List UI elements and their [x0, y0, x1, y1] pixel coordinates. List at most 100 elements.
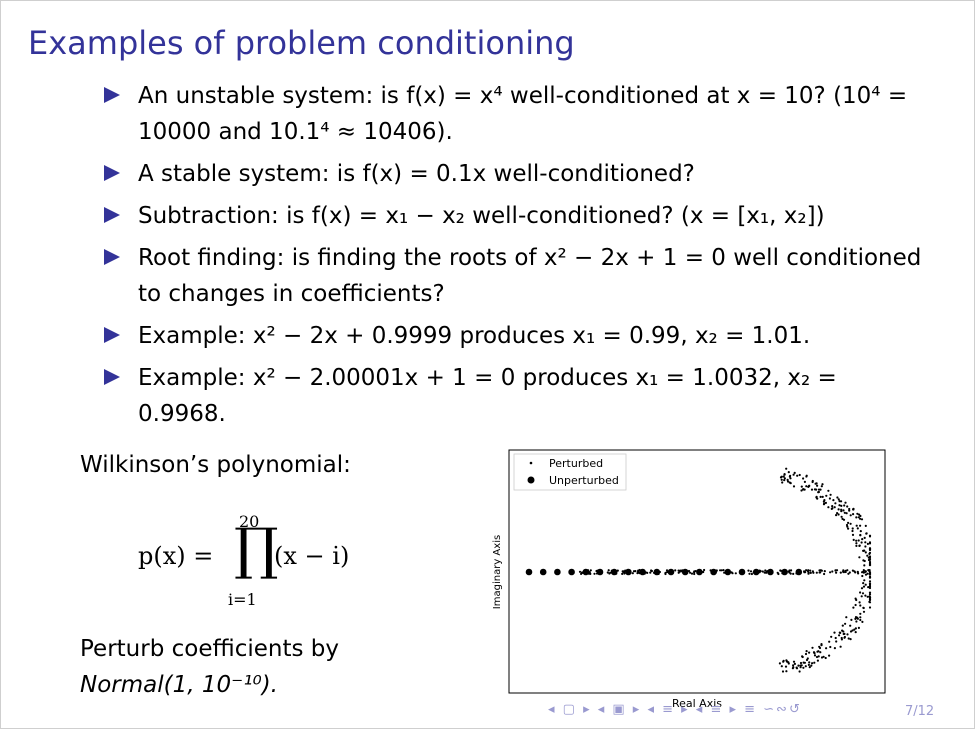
perturbed-point	[859, 616, 862, 619]
bullet-triangle-icon	[104, 207, 120, 223]
perturbed-point	[819, 569, 822, 572]
perturbed-point	[844, 501, 847, 504]
perturbed-point	[839, 571, 842, 574]
bullet-item: An unstable system: is f(x) = x⁴ well-co…	[104, 78, 924, 150]
perturbed-point	[803, 661, 806, 664]
perturbed-point	[862, 606, 865, 609]
perturbed-point	[868, 547, 872, 550]
perturbed-point	[861, 538, 864, 541]
perturbed-point	[836, 496, 839, 499]
product-symbol: ∏	[234, 517, 279, 582]
perturbed-point	[777, 572, 780, 576]
unperturbed-point	[738, 568, 746, 576]
perturbed-point	[859, 514, 862, 518]
perturbed-point	[842, 570, 845, 573]
unperturbed-point	[724, 568, 732, 576]
perturbed-point	[846, 569, 849, 572]
perturbed-point	[606, 571, 609, 574]
perturbed-point	[820, 656, 824, 659]
unperturbed-point	[696, 568, 703, 576]
perturbed-point	[783, 477, 786, 480]
perturbed-point	[864, 594, 867, 597]
perturbed-point	[855, 598, 858, 602]
perturbed-point	[855, 620, 858, 623]
perturbed-point	[828, 497, 831, 500]
perturbed-point	[859, 524, 862, 527]
legend-perturbed-label: Perturbed	[549, 457, 603, 470]
perturbed-point	[855, 544, 858, 547]
perturbed-point	[819, 651, 822, 654]
perturbed-point	[789, 482, 792, 485]
perturbed-point	[853, 570, 856, 573]
perturbed-point	[827, 489, 830, 492]
perturbed-point	[849, 630, 853, 633]
perturbed-point	[677, 569, 680, 572]
perturbed-point	[847, 572, 850, 575]
perturbed-point	[823, 570, 826, 573]
perturbed-point	[860, 587, 864, 590]
perturbed-point	[844, 570, 847, 574]
bullet-text: Root finding: is finding the roots of x²…	[138, 245, 922, 307]
perturbed-point	[823, 499, 826, 502]
perturbed-point	[802, 666, 805, 669]
perturbed-point	[861, 574, 864, 578]
perturbed-point	[793, 471, 796, 474]
perturbed-point	[789, 572, 792, 575]
perturbed-point	[808, 666, 811, 669]
perturbed-point	[868, 541, 872, 544]
beamer-navigation[interactable]: ◂ ▢ ▸ ◂ ▣ ▸ ◂ ≡ ▸ ◂ ≡ ▸ ≡ ∽∾↺	[548, 702, 802, 717]
perturbed-point	[862, 571, 865, 574]
perturbed-point	[845, 523, 849, 527]
perturbed-point	[868, 535, 872, 538]
perturbed-point	[825, 494, 828, 497]
perturbed-point	[843, 511, 846, 514]
perturbed-point	[803, 488, 806, 491]
perturbed-point	[804, 571, 807, 574]
perturbed-point	[795, 666, 798, 669]
perturbed-point	[830, 507, 833, 510]
perturbed-point	[804, 652, 808, 656]
perturbed-point	[868, 561, 872, 564]
unperturbed-point	[795, 568, 803, 576]
perturbed-point	[807, 572, 810, 575]
perturbed-point	[748, 572, 751, 575]
unperturbed-point	[539, 568, 547, 576]
slide-title: Examples of problem conditioning	[28, 24, 575, 62]
perturbed-point	[846, 505, 849, 508]
bullet-triangle-icon	[104, 327, 120, 343]
bullet-triangle-icon	[104, 249, 120, 265]
perturbed-point	[788, 475, 791, 478]
perturbed-point	[805, 485, 808, 488]
perturbed-point	[862, 610, 866, 613]
bullet-item: A stable system: is f(x) = 0.1x well-con…	[104, 156, 924, 192]
perturbed-point	[823, 572, 826, 576]
perturbed-point	[813, 661, 816, 664]
perturbed-point	[759, 570, 762, 573]
perturbed-point	[703, 568, 706, 572]
perturbed-point	[859, 591, 862, 594]
perturbed-point	[843, 635, 846, 639]
perturbed-point	[804, 665, 807, 668]
perturbed-point	[792, 473, 795, 476]
perturbed-point	[867, 569, 870, 572]
unperturbed-point	[767, 568, 774, 576]
bullet-item: Example: x² − 2x + 0.9999 produces x₁ = …	[104, 318, 924, 354]
perturb-line-2: Normal(1, 10⁻¹⁰).	[80, 672, 278, 698]
perturbed-point	[849, 522, 852, 525]
perturbed-point	[849, 638, 852, 641]
unperturbed-point	[667, 568, 675, 576]
perturbed-point	[782, 475, 785, 478]
perturbed-point	[792, 666, 795, 669]
perturbed-point	[824, 656, 827, 660]
perturbed-point	[864, 583, 867, 586]
perturbed-point	[861, 592, 865, 595]
perturbed-point	[834, 502, 837, 505]
perturbed-point	[868, 600, 871, 603]
perturbed-point	[677, 571, 680, 574]
perturbed-point	[719, 569, 722, 572]
perturbed-point	[864, 545, 867, 548]
chart-svg: Perturbed Unperturbed Real Axis Imaginar…	[492, 449, 886, 710]
perturbed-point	[839, 645, 842, 648]
perturbed-point	[622, 570, 625, 573]
perturbed-point	[863, 564, 866, 567]
